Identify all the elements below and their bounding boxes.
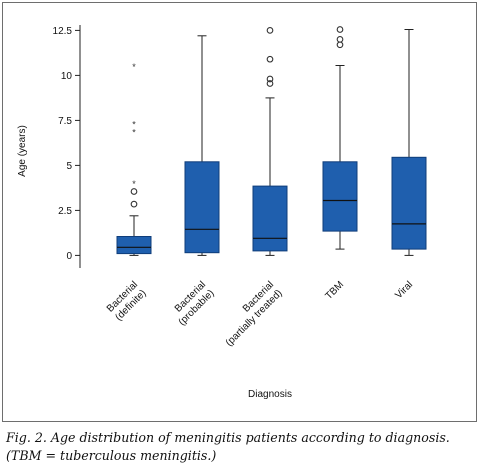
outlier-star: * bbox=[132, 179, 136, 189]
y-axis-label: Age (years) bbox=[17, 125, 28, 177]
x-tick-label: Bacterial(definite) bbox=[105, 279, 149, 323]
figure-frame: 0 2.5 5 7.5 10 12.5 * * * * Bacterial(definite) B… bbox=[2, 2, 477, 422]
outlier-circle bbox=[266, 27, 274, 34]
x-tick-label-line: Viral bbox=[393, 279, 415, 301]
x-tick-label: Bacterial(probable) bbox=[168, 279, 217, 328]
iqr-box bbox=[184, 161, 220, 254]
x-axis-label: Diagnosis bbox=[248, 389, 292, 400]
outlier-circle bbox=[336, 36, 344, 43]
outlier-circle bbox=[336, 41, 344, 49]
box-group bbox=[184, 35, 220, 256]
box-group bbox=[322, 26, 358, 250]
x-tick-label: Bacterial(partially treated) bbox=[215, 279, 284, 348]
y-axis: 0 2.5 5 7.5 10 12.5 bbox=[53, 25, 81, 268]
y-tick-label: 7.5 bbox=[58, 116, 72, 127]
y-tick-label: 10 bbox=[61, 71, 73, 82]
x-tick-label: Viral bbox=[393, 279, 415, 301]
outlier-circle bbox=[266, 80, 274, 87]
outlier-circle bbox=[266, 75, 274, 83]
iqr-box bbox=[252, 185, 288, 252]
outlier-circle bbox=[130, 188, 138, 195]
figure-caption: Fig. 2. Age distribution of meningitis p… bbox=[6, 429, 476, 465]
outlier-circle bbox=[336, 26, 344, 33]
box-series: **** bbox=[116, 26, 427, 256]
box-group bbox=[391, 29, 427, 256]
outlier-circle bbox=[130, 200, 138, 208]
box-group bbox=[252, 27, 288, 256]
x-tick-label-line: TBM bbox=[323, 279, 346, 302]
outlier-star: * bbox=[132, 120, 136, 130]
iqr-box bbox=[322, 161, 358, 232]
y-tick-label: 2.5 bbox=[58, 206, 72, 217]
y-tick-label: 12.5 bbox=[53, 26, 73, 37]
y-tick-label: 5 bbox=[66, 161, 72, 172]
outlier-star: * bbox=[132, 128, 136, 138]
x-tick-labels: Bacterial(definite) Bacterial(probable) Ba… bbox=[105, 279, 415, 348]
caption-line-1: Fig. 2. Age distribution of meningitis p… bbox=[6, 430, 450, 445]
iqr-box bbox=[116, 236, 152, 255]
iqr-box bbox=[391, 156, 427, 250]
outlier-circle bbox=[266, 55, 274, 63]
outlier-star: * bbox=[132, 62, 136, 72]
y-tick-label: 0 bbox=[66, 251, 72, 262]
x-tick-label: TBM bbox=[323, 279, 346, 302]
caption-line-2: (TBM = tuberculous meningitis.) bbox=[6, 448, 217, 463]
box-group: **** bbox=[116, 62, 152, 256]
